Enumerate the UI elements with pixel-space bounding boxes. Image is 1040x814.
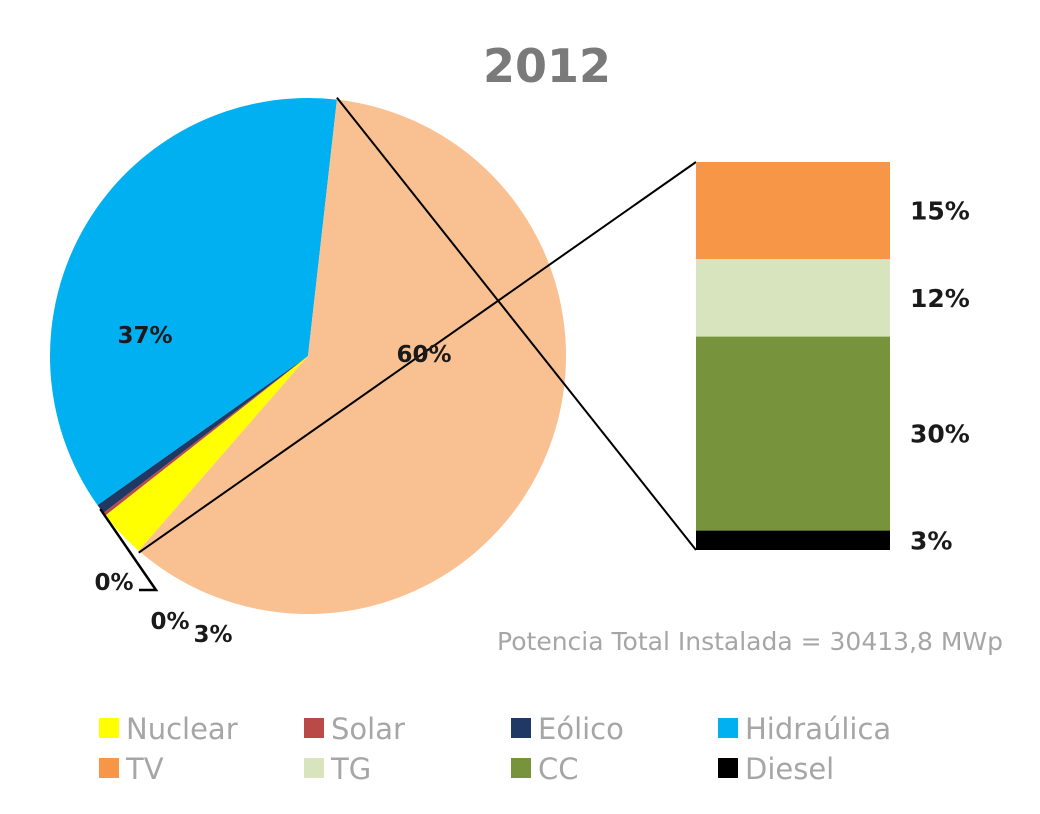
total-capacity-note: Potencia Total Instalada = 30413,8 MWp [497, 627, 1003, 656]
bar-segment-cc [696, 336, 890, 531]
legend-item-tg: TG [304, 752, 371, 786]
pie-group [50, 98, 566, 615]
legend-item-hidraulica: Hidraúlica [718, 712, 891, 746]
bar-label-cc: 30% [910, 420, 970, 449]
legend-item-tv: TV [99, 752, 164, 786]
stacked-bar-group: 15% 12% 30% 3% [696, 162, 970, 555]
bar-segment-tg [696, 259, 890, 337]
legend-swatch [718, 758, 738, 778]
legend-item-solar: Solar [304, 712, 405, 746]
connector-line-bottom [336, 96, 697, 551]
legend-swatch [99, 758, 119, 778]
legend-swatch [304, 758, 324, 778]
chart-title: 2012 [483, 39, 611, 93]
bar-label-tv: 15% [910, 197, 970, 226]
legend-swatch [718, 718, 738, 738]
legend-item-eolico: Eólico [511, 712, 624, 746]
legend-swatch [511, 718, 531, 738]
bar-label-tg: 12% [910, 284, 970, 313]
legend-label: CC [538, 752, 579, 786]
legend-label: Solar [331, 712, 405, 746]
pie-label-solar: 0% [150, 609, 189, 635]
pie-slice-hidraulica [50, 98, 337, 506]
connector-line-top [138, 161, 697, 554]
pie-slice-eolico [97, 356, 309, 513]
pie-label-nuclear: 3% [193, 622, 232, 648]
eolico-leader-line [99, 508, 159, 592]
bar-segment-tv [696, 162, 890, 259]
legend-swatch [99, 718, 119, 738]
pie-label-eolico: 0% [94, 570, 133, 596]
pie-label-hidraulica: 37% [117, 323, 172, 349]
legend-swatch [304, 718, 324, 738]
bar-segment-diesel [696, 530, 890, 550]
legend-item-cc: CC [511, 752, 579, 786]
pie-slice-nuclear [105, 356, 308, 551]
legend-label: Nuclear [126, 712, 238, 746]
connector-lines [138, 96, 697, 554]
legend-label: TG [330, 752, 371, 786]
legend-label: TV [125, 752, 164, 786]
bar-label-diesel: 3% [910, 526, 952, 555]
legend-swatch [511, 758, 531, 778]
legend-item-diesel: Diesel [718, 752, 834, 786]
pie-slice-solar [103, 356, 308, 516]
legend-label: Hidraúlica [745, 712, 891, 746]
pie-labels: 3%0%0%37%60% [94, 323, 451, 648]
legend-label: Diesel [745, 752, 834, 786]
legend-item-nuclear: Nuclear [99, 712, 238, 746]
pie-label-termica: 60% [396, 342, 451, 368]
pie-slice-termica [138, 99, 566, 615]
legend: Nuclear Solar Eólico Hidraúlica TV TG CC Diesel [99, 712, 891, 786]
legend-label: Eólico [538, 712, 624, 746]
